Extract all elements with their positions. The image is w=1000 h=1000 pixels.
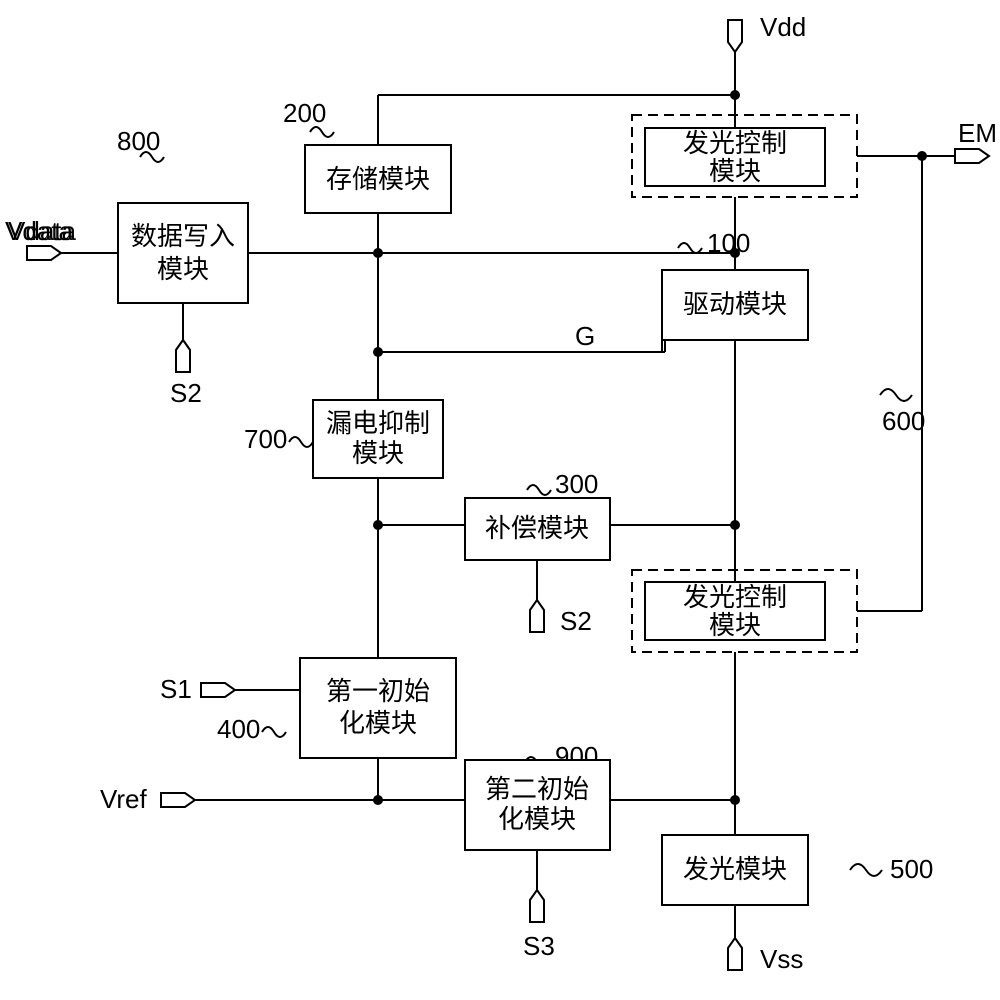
block-ecb-l1: 发光控制	[683, 583, 787, 612]
block-data-write-l2: 模块	[157, 255, 209, 284]
ref-tilde-500	[850, 864, 882, 876]
ref-id-100: 100	[707, 228, 750, 258]
block-first-init	[300, 658, 456, 758]
block-ecb-l2: 模块	[709, 611, 761, 640]
label-vref: Vref	[100, 784, 147, 814]
terminal-em	[955, 149, 989, 163]
terminal-s2b-shape	[530, 600, 544, 632]
ref-id-400: 400	[217, 714, 260, 744]
label-s3: S3	[523, 931, 555, 961]
ref-id-700: 700	[244, 424, 287, 454]
ref-id-300: 300	[555, 469, 598, 499]
label-G: G	[575, 321, 595, 351]
block-storage-l1: 存储模块	[326, 165, 430, 194]
terminal-s2a-shape	[176, 340, 190, 372]
ref-tilde-100	[678, 243, 702, 253]
ref-tilde-600	[880, 389, 912, 401]
ref-id-500: 500	[890, 854, 933, 884]
junction	[730, 520, 740, 530]
ref-id-200: 200	[283, 98, 326, 128]
junction	[730, 795, 740, 805]
label-vdata-text: Vdata	[5, 216, 73, 246]
block-data-write	[118, 203, 248, 303]
block-ect-l2: 模块	[709, 157, 761, 186]
terminal-s3-shape	[530, 890, 544, 922]
terminal-s1	[201, 683, 235, 697]
block-si-l2: 化模块	[498, 805, 576, 834]
block-emit-l1: 发光模块	[683, 855, 787, 884]
block-data-write-l1: 数据写入	[131, 222, 235, 251]
label-vdd: Vdd	[760, 12, 806, 42]
terminal-vss-shape	[728, 938, 742, 970]
block-fi-l1: 第一初始	[326, 677, 430, 706]
ref-id-800: 800	[117, 126, 160, 156]
junction	[373, 795, 383, 805]
terminal-vref	[161, 793, 195, 807]
circuit-block-diagram: Vdd EM 600 Vdata Vdata 100 800 200	[0, 0, 1000, 1000]
block-si-l1: 第二初始	[485, 775, 589, 804]
block-comp-l1: 补偿模块	[485, 514, 589, 543]
ref-tilde-300	[527, 485, 551, 495]
block-ect-l1: 发光控制	[683, 129, 787, 158]
label-vss: Vss	[760, 944, 803, 974]
ref-tilde-700	[289, 437, 313, 447]
ref-id-600: 600	[882, 406, 925, 436]
terminal-vdd	[728, 20, 742, 52]
label-s1: S1	[160, 674, 192, 704]
label-s2b: S2	[560, 606, 592, 636]
label-em: EM	[958, 118, 997, 148]
block-ls-l2: 模块	[352, 439, 404, 468]
ref-tilde-200	[310, 127, 334, 137]
block-fi-l2: 化模块	[339, 709, 417, 738]
block-drive-l1: 驱动模块	[683, 290, 787, 319]
block-ls-l1: 漏电抑制	[326, 409, 430, 438]
ref-tilde-400	[262, 727, 286, 737]
terminal-vdata	[27, 246, 61, 260]
label-s2a: S2	[170, 378, 202, 408]
